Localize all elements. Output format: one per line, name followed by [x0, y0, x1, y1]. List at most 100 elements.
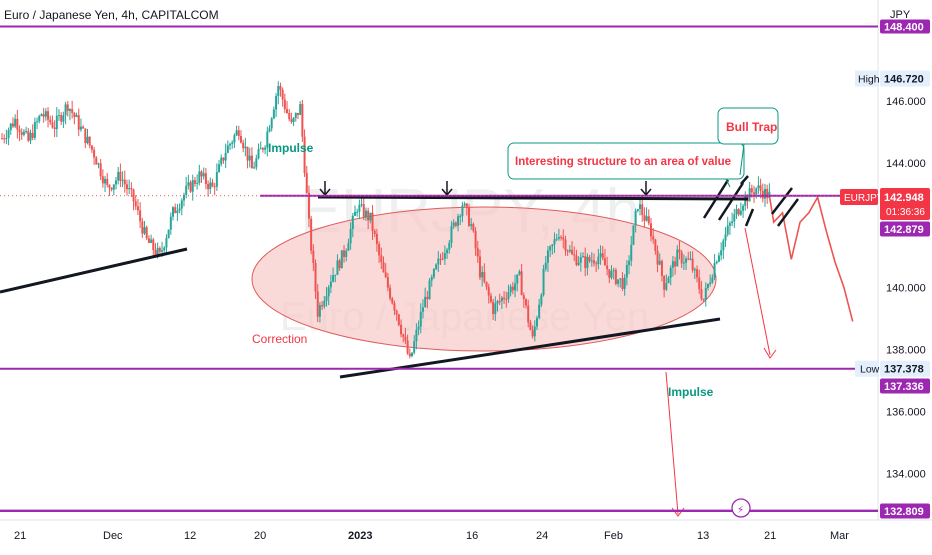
candle-body — [588, 256, 591, 261]
candle-body — [218, 164, 221, 172]
candle-body — [586, 256, 589, 269]
candle-body — [250, 155, 253, 169]
candle-body — [53, 127, 56, 130]
candle-body — [737, 209, 740, 215]
candle-body — [132, 189, 135, 202]
candle-body — [419, 311, 422, 327]
candle-body — [704, 287, 707, 300]
structure-callout-box — [507, 142, 745, 180]
candle-body — [3, 138, 6, 140]
candle-body — [555, 238, 558, 240]
candle-body — [531, 329, 534, 337]
trendline-support[interactable] — [339, 317, 721, 379]
candle-body — [603, 258, 606, 266]
candle-body — [540, 294, 543, 305]
flag-line — [744, 208, 755, 227]
candle-body — [226, 145, 229, 153]
low-value-badge: 137.378 — [884, 364, 924, 376]
candle-body — [549, 246, 552, 251]
candle-body — [77, 115, 80, 130]
candle-body — [268, 128, 271, 132]
lightning-glyph: ⚡ — [737, 505, 744, 516]
candle-body — [110, 187, 113, 190]
candle-body — [702, 298, 705, 300]
time-tick-label: Mar — [830, 530, 849, 542]
candle-body — [511, 286, 514, 291]
candle-body — [307, 192, 310, 219]
candle-body — [663, 275, 666, 290]
candle-body — [674, 261, 677, 267]
candle-body — [614, 269, 617, 284]
candle-body — [575, 255, 578, 265]
candle-body — [525, 299, 528, 306]
low-value-badge-bg — [880, 360, 930, 377]
candle-body — [713, 263, 716, 278]
candle-body — [643, 214, 646, 221]
candle-body — [595, 263, 598, 265]
candle-body — [353, 212, 356, 216]
candle-body — [79, 126, 82, 130]
candle-body — [619, 278, 622, 280]
candle-body — [452, 222, 455, 227]
annotation-structure: Interesting structure to an area of valu… — [515, 156, 731, 168]
candle-body — [410, 352, 413, 357]
candle-body — [731, 221, 734, 224]
candle-body — [590, 260, 593, 262]
candle-body — [279, 86, 282, 90]
candle-body — [75, 115, 78, 117]
candle-body — [571, 249, 574, 255]
candle-body — [428, 280, 431, 300]
candle-body — [557, 236, 560, 239]
candle-body — [189, 182, 192, 192]
candle-body — [314, 262, 317, 292]
candle-body — [384, 272, 387, 278]
candle-body — [700, 289, 703, 299]
candle-body — [437, 258, 440, 265]
bull-trap-box — [717, 107, 779, 145]
projection-arrow-1 — [744, 227, 771, 356]
trendline-left[interactable] — [0, 247, 188, 294]
candle-body — [564, 239, 567, 251]
candle-body — [123, 179, 126, 185]
candle-body — [430, 277, 433, 281]
candle-body — [356, 211, 359, 213]
high-value-badge: 146.720 — [884, 74, 924, 86]
candle-body — [435, 264, 438, 270]
flag-line — [776, 198, 800, 227]
candle-body — [621, 278, 624, 289]
candle-body — [266, 131, 269, 148]
resistance-line[interactable] — [317, 195, 749, 201]
candle-body — [472, 224, 475, 231]
candle-body — [733, 214, 736, 222]
candle-body — [60, 115, 63, 122]
candle-body — [711, 277, 714, 283]
candle-body — [310, 218, 313, 251]
low-title: Low — [860, 364, 880, 376]
candle-body — [248, 155, 251, 161]
ticker-badge-bg — [840, 189, 878, 205]
candles-group — [1, 81, 771, 359]
candle-body — [202, 173, 205, 177]
candle-body — [299, 104, 302, 115]
candle-body — [535, 317, 538, 327]
candle-body — [476, 248, 479, 257]
candle-body — [652, 236, 655, 240]
candle-body — [161, 250, 164, 252]
candle-body — [544, 262, 547, 269]
candle-body — [678, 249, 681, 253]
candle-body — [358, 205, 361, 212]
candle-body — [90, 145, 93, 150]
lightning-icon[interactable] — [731, 498, 751, 518]
candle-body — [599, 253, 602, 257]
candle-body — [275, 96, 278, 110]
candle-body — [239, 135, 242, 143]
candle-body — [397, 314, 400, 325]
candle-body — [717, 255, 720, 262]
price-tick-label: 144.000 — [886, 158, 926, 170]
flag-line — [717, 182, 745, 221]
candle-body — [628, 260, 631, 266]
candle-body — [568, 249, 571, 252]
candle-body — [671, 261, 674, 268]
candle-body — [639, 204, 642, 209]
